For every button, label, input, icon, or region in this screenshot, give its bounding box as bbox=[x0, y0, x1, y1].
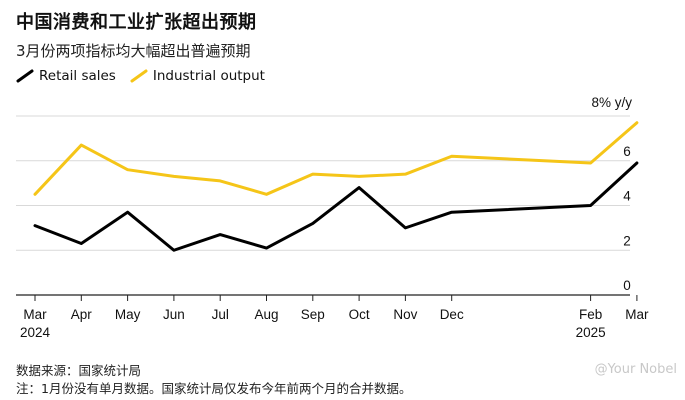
legend-swatch-retail bbox=[16, 69, 34, 83]
y-tick-label: 6 bbox=[623, 144, 631, 159]
x-tick-label: Aug bbox=[254, 307, 278, 322]
x-tick-label: Oct bbox=[349, 307, 370, 322]
legend-item-retail: Retail sales bbox=[16, 68, 116, 84]
legend-swatch-industrial bbox=[130, 69, 148, 83]
chart-subtitle: 3月份两项指标均大幅超出普遍预期 bbox=[16, 42, 251, 60]
x-tick-label: May bbox=[115, 307, 141, 322]
chart-title: 中国消费和工业扩张超出预期 bbox=[16, 12, 257, 33]
x-tick-label: Jul bbox=[212, 307, 229, 322]
watermark: @Your Nobel bbox=[594, 362, 677, 377]
x-tick-label: Sep bbox=[301, 307, 325, 322]
y-tick-label: 0 bbox=[623, 278, 631, 293]
y-tick-label: 4 bbox=[623, 189, 631, 204]
x-tick-year-label: 2025 bbox=[576, 325, 606, 340]
y-tick-label: 2 bbox=[623, 233, 631, 248]
legend-label-retail: Retail sales bbox=[39, 68, 116, 84]
x-tick-year-label: 2024 bbox=[20, 325, 51, 340]
x-tick-label: Jun bbox=[163, 307, 185, 322]
x-tick-label: Dec bbox=[440, 307, 464, 322]
series-lines bbox=[33, 121, 639, 252]
grid-lines bbox=[16, 115, 630, 296]
x-tick-label: Mar bbox=[625, 307, 649, 322]
footnote: 注：1月份没有单月数据。国家统计局仅发布今年前两个月的合并数据。 bbox=[16, 381, 412, 396]
chart-legend: Retail sales Industrial output bbox=[16, 68, 279, 84]
x-tick-label: Apr bbox=[71, 307, 93, 322]
source-note: 数据来源：国家统计局 bbox=[16, 363, 142, 378]
legend-label-industrial: Industrial output bbox=[152, 68, 265, 84]
y-axis-ticks: 0 2 4 6 bbox=[623, 144, 631, 293]
x-axis-ticks: Mar 2024 Apr May Jun Jul Aug Sep Oct Nov Dec Feb 202… bbox=[20, 295, 649, 340]
x-tick-label: Feb bbox=[579, 307, 602, 322]
series-line-industrial-output bbox=[33, 121, 639, 196]
x-tick-label: Nov bbox=[393, 307, 417, 322]
series-line-retail-sales bbox=[33, 161, 639, 252]
unit-label: 8% y/y bbox=[591, 95, 632, 110]
x-tick-label: Mar bbox=[23, 307, 47, 322]
legend-item-industrial: Industrial output bbox=[130, 68, 265, 84]
